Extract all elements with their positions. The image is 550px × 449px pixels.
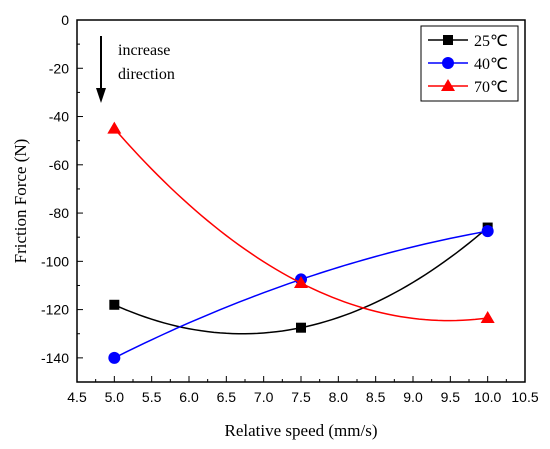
y-tick-label: -60 bbox=[49, 157, 69, 173]
series-line bbox=[113, 230, 488, 359]
y-tick-label: 0 bbox=[61, 12, 69, 28]
series-layer bbox=[107, 121, 495, 364]
annotation-line-2: direction bbox=[118, 66, 175, 83]
y-axis-ticks: 0 -20 -40 -60 -80 -100 -120 -140 bbox=[41, 12, 83, 383]
x-tick-label: 7.5 bbox=[291, 389, 311, 405]
series-2 bbox=[107, 121, 495, 324]
legend-label: 40℃ bbox=[474, 56, 508, 73]
x-tick-label: 9.5 bbox=[441, 389, 461, 405]
legend-entry: 40℃ bbox=[428, 56, 508, 73]
x-axis-title: Relative speed (mm/s) bbox=[225, 421, 378, 440]
x-tick-label: 6.0 bbox=[179, 389, 199, 405]
triangle-marker bbox=[441, 79, 455, 91]
y-tick-label: -80 bbox=[49, 205, 69, 221]
x-axis-ticks: 4.5 5.0 5.5 6.0 6.5 7.0 7.5 8.0 8.5 9.0 9.5 10.0 10.… bbox=[67, 376, 539, 405]
legend: 25℃ 40℃ 70℃ bbox=[420, 25, 519, 102]
x-tick-label: 4.5 bbox=[67, 389, 87, 405]
x-tick-label: 8.0 bbox=[329, 389, 349, 405]
y-tick-label: -140 bbox=[41, 350, 69, 366]
y-axis-title: Friction Force (N) bbox=[11, 139, 30, 264]
x-tick-label: 5.5 bbox=[142, 389, 162, 405]
legend-entry: 25℃ bbox=[428, 33, 508, 50]
x-tick-label: 9.0 bbox=[403, 389, 423, 405]
legend-label: 25℃ bbox=[474, 33, 508, 50]
circle-marker bbox=[481, 225, 494, 238]
series-line bbox=[113, 128, 488, 322]
triangle-marker bbox=[107, 121, 122, 134]
square-marker bbox=[109, 299, 120, 310]
circle-marker bbox=[108, 351, 121, 364]
legend-entries: 25℃ 40℃ 70℃ bbox=[428, 33, 508, 96]
y-tick-label: -20 bbox=[49, 60, 69, 76]
x-tick-label: 8.5 bbox=[366, 389, 386, 405]
increase-direction-annotation: increase direction bbox=[96, 36, 175, 103]
square-marker bbox=[296, 322, 306, 333]
arrow-down-icon bbox=[96, 36, 106, 103]
triangle-marker bbox=[294, 276, 308, 289]
x-tick-label: 7.0 bbox=[254, 389, 274, 405]
x-tick-label: 10.0 bbox=[474, 389, 501, 405]
y-tick-label: -100 bbox=[41, 253, 69, 269]
square-marker bbox=[443, 35, 453, 45]
x-tick-label: 10.5 bbox=[511, 389, 538, 405]
y-tick-label: -40 bbox=[49, 109, 69, 125]
y-tick-label: -120 bbox=[41, 302, 69, 318]
series-1 bbox=[108, 225, 494, 364]
x-tick-label: 5.0 bbox=[105, 389, 125, 405]
legend-entry: 70℃ bbox=[428, 79, 508, 96]
annotation-line-1: increase bbox=[118, 42, 170, 59]
legend-label: 70℃ bbox=[474, 79, 508, 96]
circle-marker bbox=[442, 57, 454, 69]
x-tick-label: 6.5 bbox=[217, 389, 237, 405]
triangle-marker bbox=[480, 311, 495, 324]
